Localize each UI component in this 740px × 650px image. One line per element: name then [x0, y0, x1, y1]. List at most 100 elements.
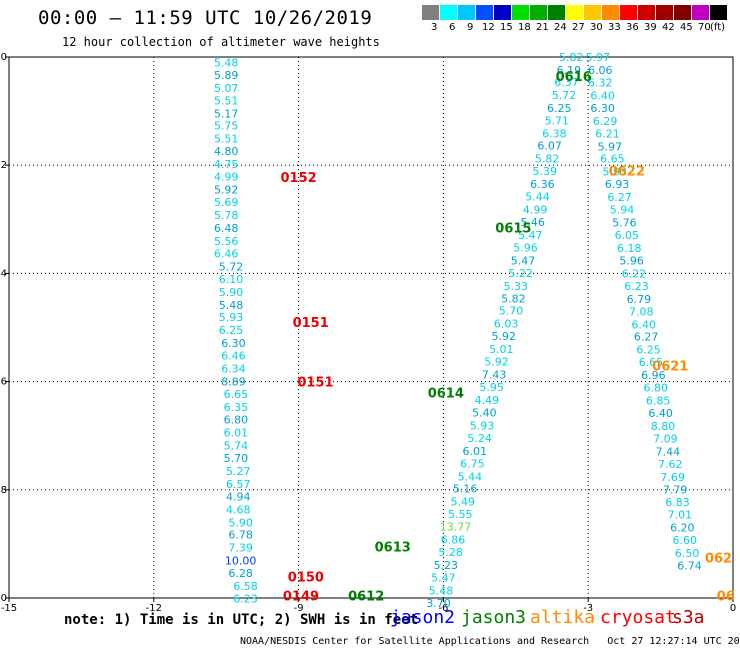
color-scale-cell [656, 5, 674, 20]
pass-label: 0621 [652, 359, 688, 374]
wave-height-point: 7.08 [629, 305, 654, 318]
color-scale-bar [422, 5, 728, 20]
page-title: 00:00 – 11:59 UTC 10/26/2019 [38, 7, 373, 29]
legend-jason3: jason3 [461, 607, 527, 628]
x-tick-label: -9 [294, 603, 304, 614]
wave-height-point: 6.74 [677, 560, 702, 573]
wave-height-point: 6.23 [624, 280, 649, 293]
color-scale-label: 33 [608, 22, 621, 33]
pass-label: 0622 [609, 165, 645, 180]
wave-height-point: 6.96 [641, 369, 666, 382]
color-scale-cell [440, 5, 458, 20]
wave-height-point: 6.19 [557, 64, 582, 77]
wave-height-point: 5.70 [499, 305, 524, 318]
wave-height-point: 6.06 [588, 64, 613, 77]
wave-height-point: 5.82 [501, 292, 526, 305]
wave-height-point: 6.21 [595, 127, 620, 140]
wave-height-point: 5.70 [224, 452, 249, 465]
pass-label: 0150 [288, 570, 324, 585]
wave-height-point: 7.44 [656, 445, 681, 458]
legend-altika: altika [530, 607, 596, 628]
color-scale-cell [692, 5, 710, 20]
wave-height-point: 5.56 [214, 235, 239, 248]
wave-height-point: 5.72 [552, 89, 577, 102]
wave-height-point: 4.99 [523, 204, 548, 217]
color-scale-label: (ft) [710, 22, 726, 33]
wave-height-point: 5.72 [219, 260, 244, 273]
wave-height-point: 5.92 [491, 330, 516, 343]
wave-height-point: 6.65 [639, 356, 664, 369]
wave-height-point: 6.79 [627, 293, 652, 306]
wave-height-point: 5.01 [489, 343, 514, 356]
y-tick-label: -24 [0, 268, 7, 279]
pass-label: 0151 [297, 376, 333, 391]
y-tick-label: -20 [0, 52, 7, 63]
x-tick-label: 0 [730, 603, 736, 614]
wave-height-point: 5.71 [545, 114, 570, 127]
wave-height-point: 5.47 [518, 229, 543, 242]
color-scale-cell [548, 5, 566, 20]
legend-cryosat: cryosat [600, 607, 676, 628]
color-scale-label: 24 [554, 22, 567, 33]
wave-height-point: 5.78 [214, 209, 239, 222]
wave-height-point: 5.39 [533, 165, 558, 178]
color-scale-label: 12 [482, 22, 495, 33]
color-scale-label: 36 [626, 22, 639, 33]
wave-height-point: 5.82 [559, 51, 584, 64]
wave-height-point: 5.44 [525, 191, 550, 204]
wave-height-point: 5.28 [438, 546, 463, 559]
wave-height-point: 6.48 [214, 222, 239, 235]
wave-height-point: 5.46 [520, 216, 545, 229]
color-scale-cell [584, 5, 602, 20]
wave-height-point: 4.94 [226, 490, 251, 503]
color-scale-label: 15 [500, 22, 513, 33]
wave-height-point: 5.93 [219, 311, 244, 324]
wave-height-point: 6.46 [221, 350, 246, 363]
wave-height-point: 6.30 [221, 337, 246, 350]
color-scale-label: 18 [518, 22, 531, 33]
wave-height-point: 6.93 [605, 178, 630, 191]
wave-height-point: 5.33 [504, 280, 529, 293]
wave-height-point: 7.39 [228, 542, 253, 555]
pass-label: 0613 [375, 541, 411, 556]
color-scale-label: 30 [590, 22, 603, 33]
wave-height-point: 5.74 [224, 439, 249, 452]
wave-height-point: 6.40 [631, 318, 656, 331]
y-tick-label: -26 [0, 377, 7, 388]
wave-height-point: 6.34 [221, 363, 246, 376]
wave-height-point: 5.97 [598, 140, 623, 153]
y-tick-label: -28 [0, 485, 7, 496]
wave-height-point: 7.01 [668, 509, 693, 522]
wave-height-point: 6.29 [593, 115, 618, 128]
wave-height-point: 5.94 [610, 204, 635, 217]
wave-height-point: 6.75 [460, 457, 485, 470]
wave-height-point: 6.78 [228, 529, 253, 542]
x-tick-label: -15 [1, 603, 17, 614]
wave-height-point: 6.46 [214, 247, 239, 260]
wave-height-point: 5.51 [214, 133, 239, 146]
wave-height-point: 5.48 [429, 584, 454, 597]
wave-height-point: 4.68 [226, 503, 251, 516]
wave-height-point: 6.18 [617, 242, 642, 255]
wave-height-point: 5.23 [434, 559, 459, 572]
wave-height-point: 6.50 [675, 547, 700, 560]
wave-height-point: 5.24 [467, 432, 492, 445]
wave-height-point: 5.47 [431, 571, 456, 584]
wave-height-point: 6.25 [219, 324, 244, 337]
wave-height-point: 6.80 [644, 382, 669, 395]
wave-height-point: 7.09 [653, 432, 678, 445]
wave-height-point: 5.49 [450, 496, 475, 509]
wave-height-point: 5.92 [484, 356, 509, 369]
wave-height-point: 6.01 [224, 426, 249, 439]
color-scale-cell [566, 5, 584, 20]
wave-height-point: 7.79 [663, 483, 688, 496]
wave-height-point: 6.38 [542, 127, 567, 140]
wave-height-point: 7.43 [482, 369, 507, 382]
credits-footer: NOAA/NESDIS Center for Satellite Applica… [240, 636, 740, 647]
x-tick-label: -12 [146, 603, 162, 614]
color-scale-cell [602, 5, 620, 20]
color-scale-label: 9 [467, 22, 474, 33]
wave-height-point: 5.51 [214, 94, 239, 107]
color-scale-cell [674, 5, 692, 20]
